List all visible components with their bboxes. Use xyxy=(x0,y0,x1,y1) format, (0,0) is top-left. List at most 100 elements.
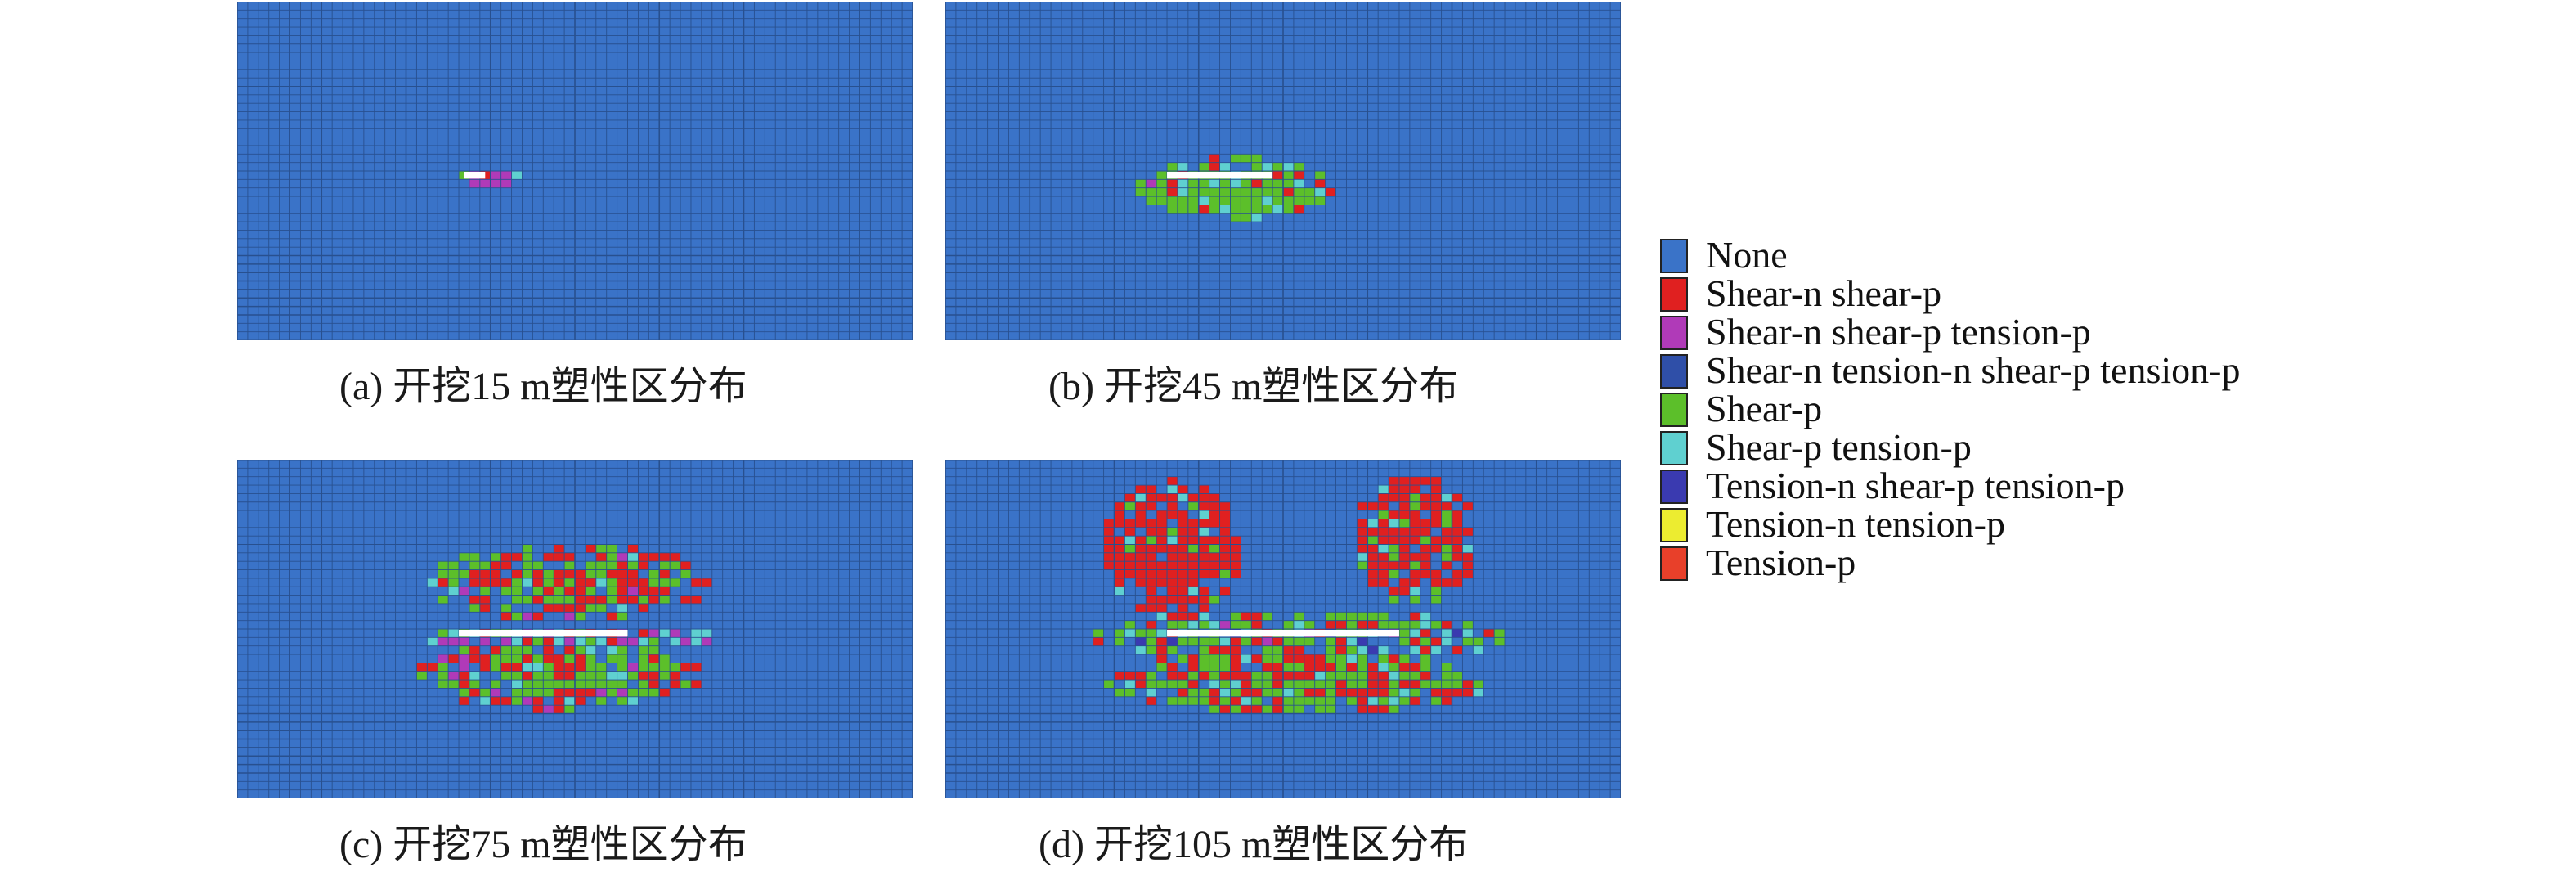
plastic-cell xyxy=(448,629,460,638)
plastic-cell xyxy=(1177,196,1188,205)
plastic-cell xyxy=(1409,519,1420,528)
plastic-cell xyxy=(1114,510,1125,519)
plastic-cell xyxy=(1135,485,1147,494)
plastic-cell xyxy=(1230,213,1241,222)
plastic-cell xyxy=(1346,654,1358,663)
plastic-cell xyxy=(522,544,533,553)
plastic-cell xyxy=(532,595,544,604)
plastic-cell xyxy=(1272,205,1283,214)
plastic-cell xyxy=(638,587,649,596)
plastic-cell xyxy=(1430,501,1442,511)
plastic-cell xyxy=(648,629,660,638)
plastic-cell xyxy=(1146,688,1157,697)
plastic-cell xyxy=(1198,536,1209,545)
plastic-cell xyxy=(1357,536,1368,545)
plastic-cell xyxy=(1378,510,1389,519)
plastic-cell xyxy=(1241,213,1252,222)
plastic-cell xyxy=(1335,671,1347,681)
plastic-cell xyxy=(659,587,671,596)
plastic-cell xyxy=(1283,171,1294,180)
plastic-cell xyxy=(648,587,660,596)
plastic-cell xyxy=(479,663,491,672)
plastic-cell xyxy=(522,552,533,562)
plastic-cell xyxy=(1314,680,1326,689)
plastic-cell xyxy=(606,552,617,562)
legend-label: Shear-p tension-p xyxy=(1706,426,1972,468)
plastic-cell xyxy=(1167,196,1178,205)
plastic-cell xyxy=(511,552,523,562)
plastic-cell xyxy=(648,654,660,663)
plastic-cell xyxy=(1187,688,1199,697)
plastic-cell xyxy=(469,654,480,663)
plastic-cell xyxy=(564,696,575,706)
plastic-cell xyxy=(1187,536,1199,545)
plastic-cell xyxy=(1146,645,1157,655)
plastic-cell xyxy=(1420,645,1431,655)
plastic-cell xyxy=(1209,637,1220,646)
excavated-tunnel xyxy=(464,172,486,179)
plastic-cell xyxy=(1230,645,1241,655)
plastic-cell xyxy=(522,654,533,663)
plastic-cell xyxy=(1357,519,1368,528)
plastic-cell xyxy=(1389,654,1399,663)
plastic-cell xyxy=(680,637,691,646)
plastic-cell xyxy=(511,663,523,672)
plastic-cell xyxy=(1167,544,1178,553)
plastic-cell xyxy=(1389,476,1399,486)
plastic-cell xyxy=(469,603,480,613)
plastic-cell xyxy=(1251,179,1263,188)
plastic-cell xyxy=(606,680,617,689)
plastic-cell xyxy=(617,696,628,706)
plastic-cell xyxy=(1209,205,1220,214)
plastic-cell xyxy=(1219,510,1231,519)
plastic-cell xyxy=(1241,205,1252,214)
plastic-cell xyxy=(595,680,607,689)
plastic-cell xyxy=(690,663,702,672)
plastic-cell xyxy=(1462,527,1474,537)
plastic-cell xyxy=(1177,587,1188,596)
plastic-cell xyxy=(532,671,544,681)
plastic-cell xyxy=(1283,179,1294,188)
plastic-cell xyxy=(1409,620,1420,629)
plastic-cell xyxy=(1283,705,1294,714)
plastic-cell xyxy=(1430,620,1442,629)
plastic-cell xyxy=(448,578,460,587)
plastic-cell xyxy=(1135,680,1147,689)
plastic-cell xyxy=(575,671,586,681)
plastic-cell xyxy=(1167,493,1178,502)
plastic-cell xyxy=(1187,637,1199,646)
plastic-cell xyxy=(638,629,649,638)
plastic-cell xyxy=(1124,519,1136,528)
plastic-cell xyxy=(1452,671,1463,681)
plastic-cell xyxy=(564,671,575,681)
plastic-cell xyxy=(1367,527,1379,537)
plastic-cell xyxy=(1177,654,1188,663)
plastic-cell xyxy=(1146,620,1157,629)
plastic-cell xyxy=(1230,705,1241,714)
plastic-cell xyxy=(1209,501,1220,511)
plastic-cell xyxy=(1198,501,1209,511)
plastic-cell xyxy=(1135,536,1147,545)
plastic-cell xyxy=(1093,629,1104,638)
plastic-cell xyxy=(1325,671,1336,681)
plastic-cell xyxy=(1357,654,1368,663)
plastic-cell xyxy=(1409,510,1420,519)
plastic-cell xyxy=(543,637,554,646)
plastic-cell xyxy=(1389,569,1399,578)
plastic-cell xyxy=(1346,645,1358,655)
plastic-cell xyxy=(1441,663,1452,672)
plastic-cell xyxy=(532,569,544,578)
plastic-cell xyxy=(1346,620,1358,629)
plastic-cell xyxy=(648,680,660,689)
plastic-cell xyxy=(638,671,649,681)
plastic-cell xyxy=(1367,578,1379,587)
plastic-cell xyxy=(638,561,649,570)
plastic-cell xyxy=(1135,645,1147,655)
plastic-cell xyxy=(1167,485,1178,494)
plastic-cell xyxy=(1335,645,1347,655)
plastic-cell xyxy=(1293,620,1304,629)
plastic-cell xyxy=(1357,552,1368,562)
plastic-cell xyxy=(1124,680,1136,689)
plastic-cell xyxy=(1346,637,1358,646)
plastic-cell xyxy=(1114,544,1125,553)
